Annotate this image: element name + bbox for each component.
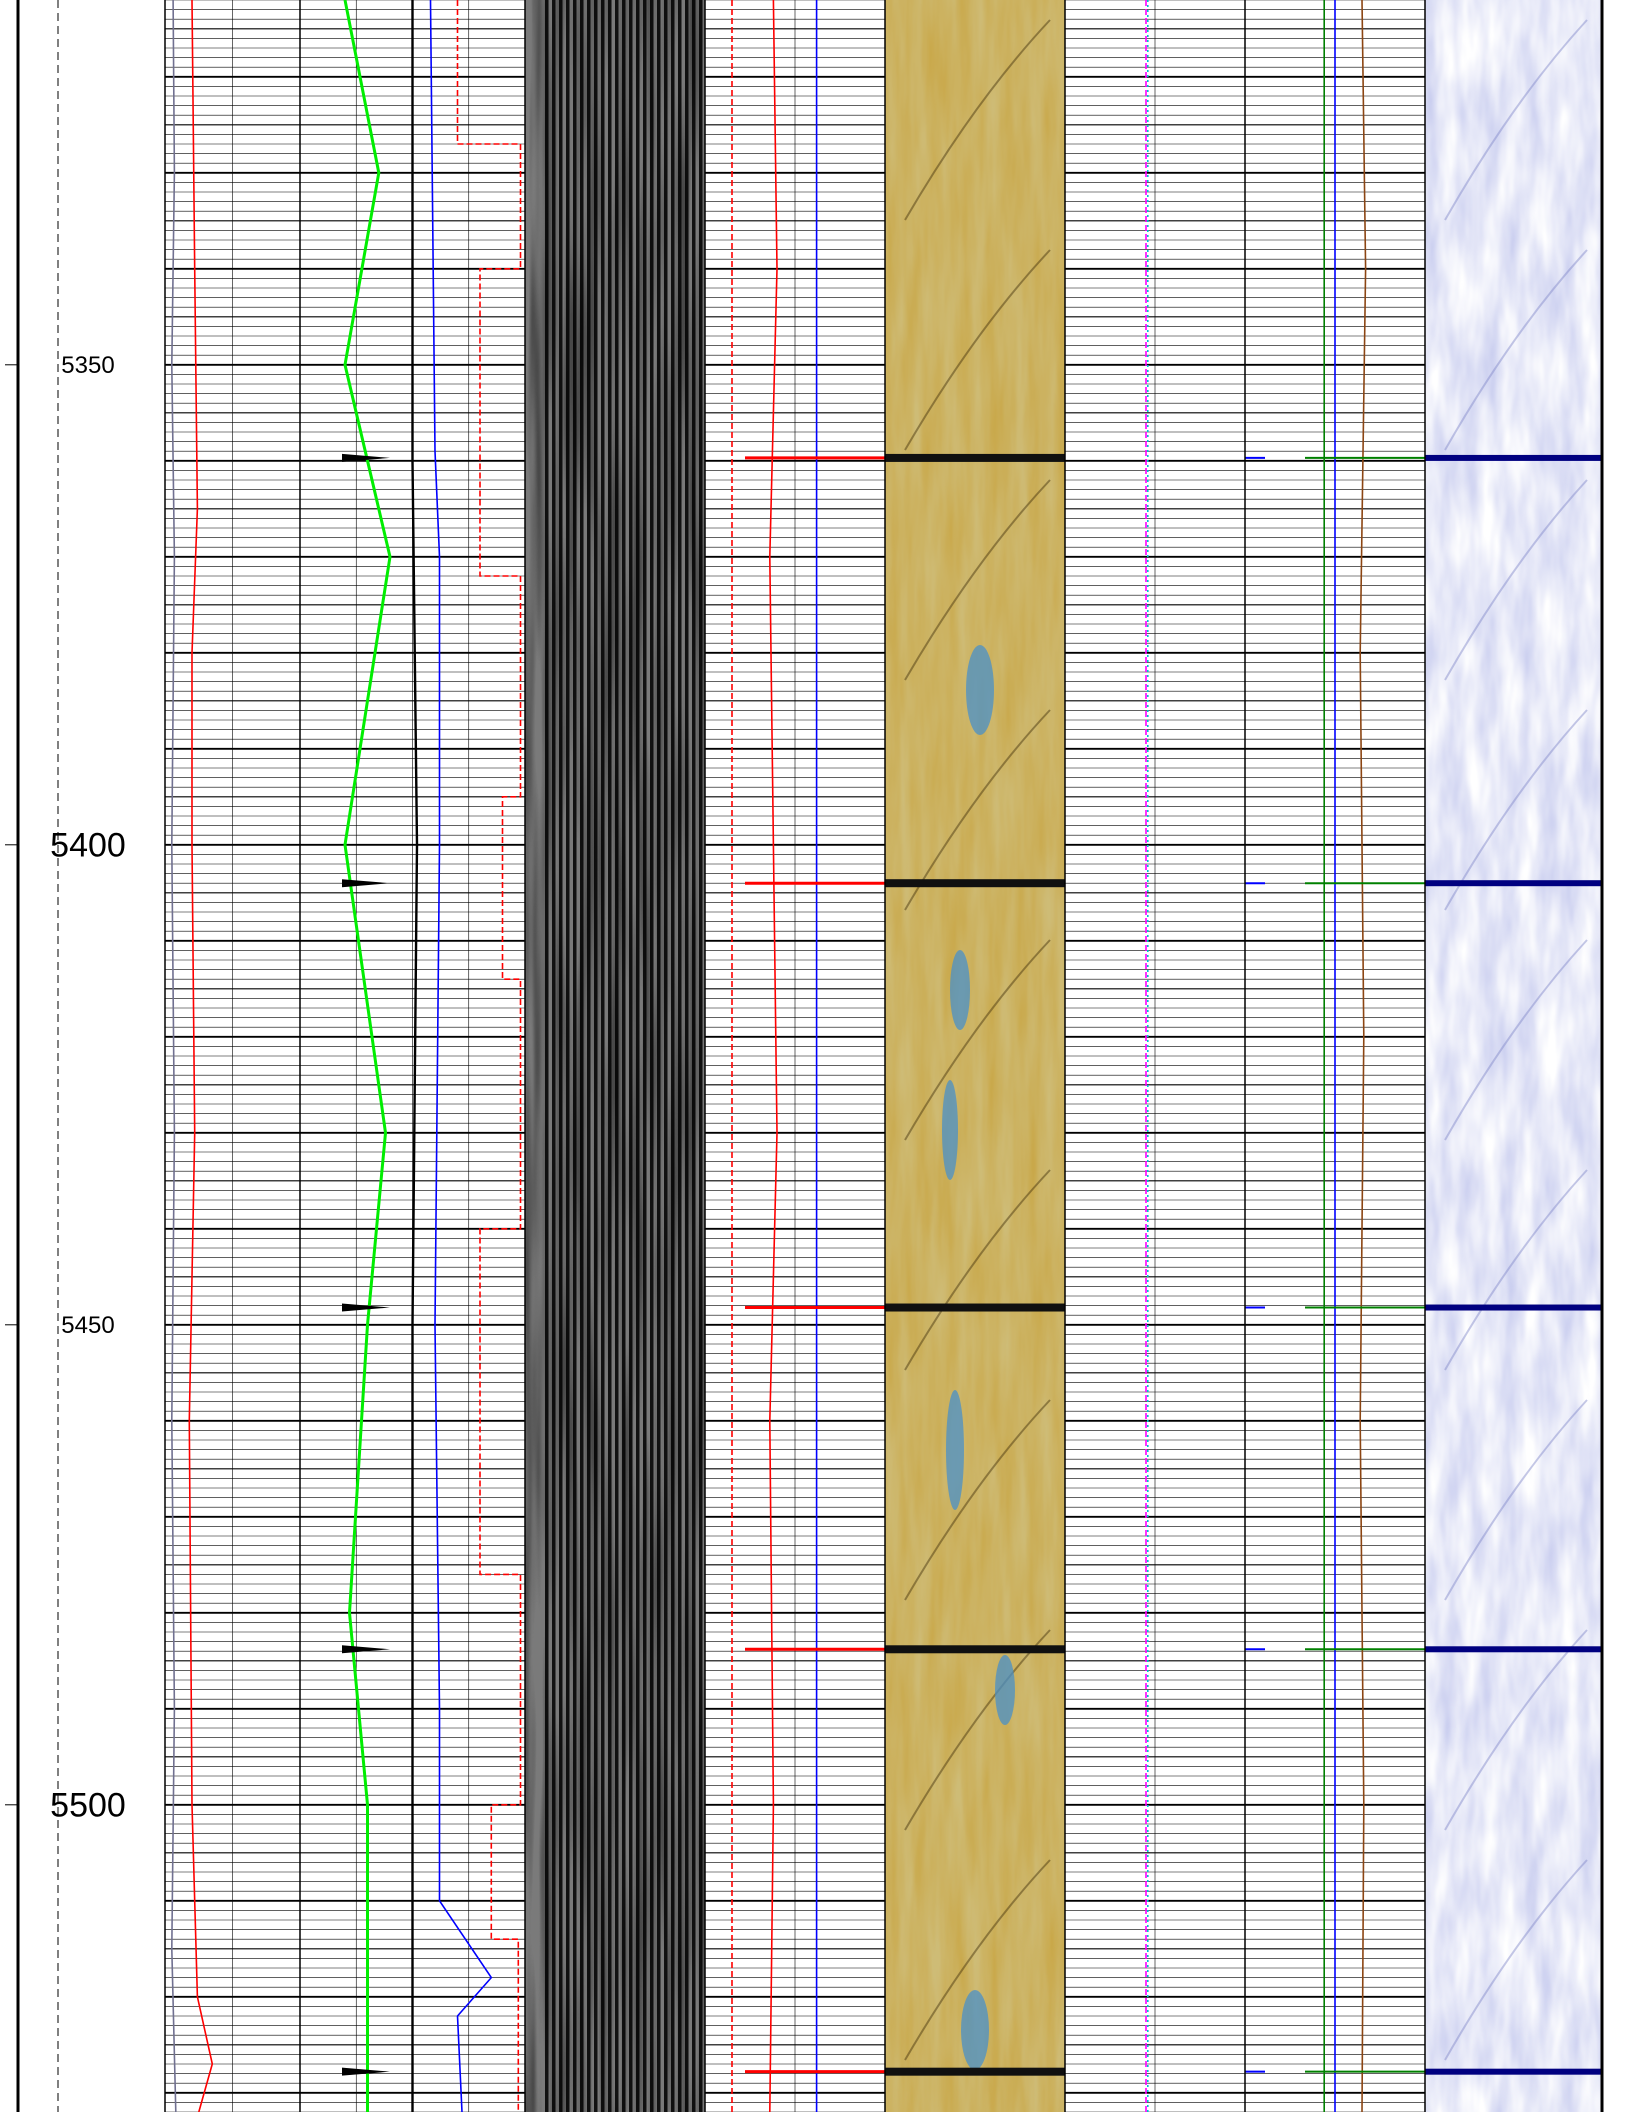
band-track5 xyxy=(885,1645,1065,1654)
band-track5 xyxy=(885,2067,1065,2076)
band-track5 xyxy=(885,1303,1065,1312)
dip-feature xyxy=(1444,1399,1588,1601)
vug-spot xyxy=(961,1990,989,2070)
spike-track2 xyxy=(342,2067,390,2076)
band-track5 xyxy=(885,453,1065,462)
band-track8 xyxy=(1425,880,1602,887)
dip-feature xyxy=(904,1399,1051,1601)
dip-feature xyxy=(904,479,1051,681)
vug-spot xyxy=(995,1655,1015,1725)
band-track8 xyxy=(1425,1646,1602,1653)
spike-track2 xyxy=(342,879,390,888)
vug-spot xyxy=(946,1390,964,1510)
track-4-curve-1 xyxy=(768,0,778,2112)
image-texture xyxy=(1425,0,1602,2112)
dip-feature xyxy=(904,1169,1051,1371)
depth-track xyxy=(5,0,59,2112)
band-track5 xyxy=(885,879,1065,888)
event-marker xyxy=(342,879,1602,888)
depth-label: 5500 xyxy=(50,1787,126,1825)
dip-feature xyxy=(1444,939,1588,1141)
image-features xyxy=(904,19,1051,2070)
event-marker xyxy=(342,2067,1602,2076)
track-8-image xyxy=(1425,0,1602,2112)
track-borders xyxy=(164,0,1604,2112)
track-2-curve-3 xyxy=(456,0,522,2112)
track-7-curve-2 xyxy=(1359,0,1367,2112)
band-track8 xyxy=(1425,454,1602,461)
dip-feature xyxy=(1444,19,1588,221)
track-1-curve-1 xyxy=(188,0,214,2112)
vug-spot xyxy=(966,645,994,735)
log-curves xyxy=(170,0,1367,2112)
track-3-image xyxy=(525,0,705,2112)
dip-feature xyxy=(1444,479,1588,681)
track-1-curve-0 xyxy=(170,0,177,2112)
depth-label: 5400 xyxy=(50,827,126,865)
depth-labels: 5350 5400 5450 5500 xyxy=(50,352,126,1825)
vug-spot xyxy=(942,1080,958,1180)
image-texture xyxy=(885,0,1065,2112)
event-marker xyxy=(342,1303,1602,1312)
dip-feature xyxy=(1444,1859,1588,2061)
dip-feature xyxy=(904,19,1051,221)
depth-label: 5450 xyxy=(61,1312,114,1339)
band-track8 xyxy=(1425,2068,1602,2075)
depth-grid xyxy=(165,0,1425,2112)
dip-feature xyxy=(1444,249,1588,451)
band-track8 xyxy=(1425,1304,1602,1311)
event-spikes xyxy=(342,453,1602,2076)
image-features xyxy=(1444,19,1588,2061)
depth-label: 5350 xyxy=(61,352,114,379)
dip-feature xyxy=(904,249,1051,451)
track-2-curve-2 xyxy=(429,0,493,2112)
track-2-curve-0 xyxy=(343,0,392,2112)
vug-spot xyxy=(950,950,970,1030)
spike-track2 xyxy=(342,1303,390,1312)
track-5-image xyxy=(885,0,1065,2112)
image-tracks xyxy=(525,0,1602,2112)
track-2-curve-1 xyxy=(411,0,419,2112)
waveform-texture xyxy=(525,0,705,2112)
dip-feature xyxy=(904,939,1051,1141)
dip-feature xyxy=(904,1859,1051,2061)
event-marker xyxy=(342,1645,1602,1654)
event-marker xyxy=(342,453,1602,462)
dip-feature xyxy=(1444,1169,1588,1371)
spike-track2 xyxy=(342,453,390,462)
spike-track2 xyxy=(342,1645,390,1654)
